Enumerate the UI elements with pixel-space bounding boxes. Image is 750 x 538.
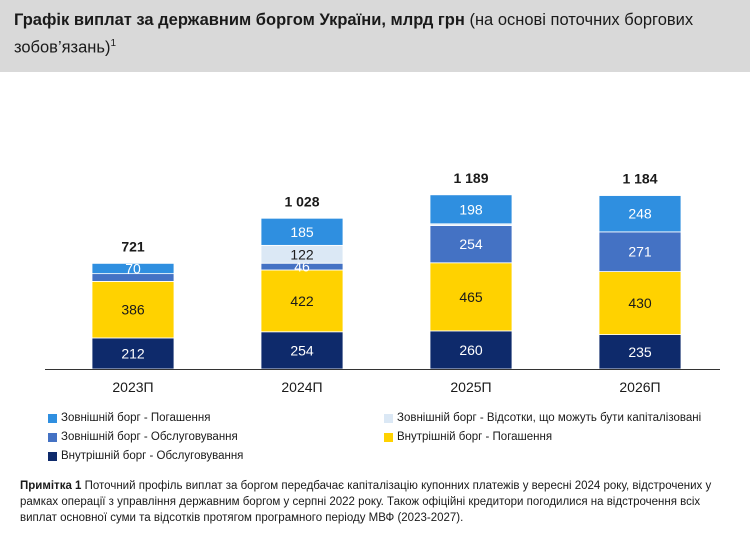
total-label: 1 189 xyxy=(453,170,488,186)
data-label: 70 xyxy=(125,261,141,277)
data-label: 386 xyxy=(121,302,145,318)
bar-segment xyxy=(429,330,513,370)
legend-label: Внутрішній борг - Обслуговування xyxy=(61,450,244,462)
total-label: 721 xyxy=(121,238,145,254)
legend-item: Зовнішній борг - Відсотки, що можуть бут… xyxy=(384,412,701,424)
legend-swatch xyxy=(48,451,57,461)
legend-swatch xyxy=(48,432,57,442)
legend-label: Внутрішній борг - Погашення xyxy=(397,431,553,443)
total-label: 1 028 xyxy=(284,193,319,209)
footnote: Примітка 1 Поточний профіль виплат за бо… xyxy=(20,478,735,526)
x-tick-label: 2026П xyxy=(619,379,660,395)
bar-segment xyxy=(598,334,682,370)
legend-item: Внутрішній борг - Обслуговування xyxy=(48,450,243,462)
x-tick-label: 2023П xyxy=(112,379,153,395)
data-label: 254 xyxy=(290,342,314,358)
legend-label: Зовнішній борг - Відсотки, що можуть бут… xyxy=(397,412,702,424)
legend-swatch xyxy=(384,413,393,423)
legend-swatch xyxy=(384,432,393,442)
data-label: 235 xyxy=(628,344,652,360)
data-label: 198 xyxy=(459,201,483,217)
legend-item: Зовнішній борг - Обслуговування xyxy=(48,431,238,443)
chart-title: Графік виплат за державним боргом Україн… xyxy=(14,8,734,60)
data-label: 185 xyxy=(290,224,314,240)
bar-segment xyxy=(91,262,175,275)
bar-segment xyxy=(598,195,682,233)
title-banner xyxy=(0,0,750,72)
bar-segment xyxy=(429,194,513,225)
chart-title-bold: Графік виплат за державним боргом Україн… xyxy=(14,11,465,29)
legend-label: Зовнішній борг - Обслуговування xyxy=(61,431,238,443)
bar-segment xyxy=(91,280,175,339)
data-label: 422 xyxy=(290,293,314,309)
data-label: 254 xyxy=(459,236,483,252)
data-label: 271 xyxy=(628,244,652,260)
bar-segment xyxy=(429,225,513,264)
legend-item: Внутрішній борг - Погашення xyxy=(384,431,552,443)
bar-segment xyxy=(260,269,344,333)
chart-title-normal: (на основі поточних боргових зобов’язань… xyxy=(14,11,694,57)
data-label: 122 xyxy=(290,246,314,262)
legend-swatch xyxy=(48,413,57,423)
data-label: 465 xyxy=(459,289,483,305)
footnote-marker: 1 xyxy=(110,38,117,49)
footnote-label: Примітка 1 xyxy=(20,480,82,492)
bar-segment xyxy=(260,217,344,246)
x-tick-label: 2024П xyxy=(281,379,322,395)
total-label: 1 184 xyxy=(622,171,657,187)
data-label: 260 xyxy=(459,342,483,358)
footnote-text: Поточний профіль виплат за боргом передб… xyxy=(20,480,712,524)
data-label: 430 xyxy=(628,295,652,311)
legend-label: Зовнішній борг - Погашення xyxy=(61,412,211,424)
legend-item: Зовнішній борг - Погашення xyxy=(48,412,210,424)
bar-segment xyxy=(429,262,513,332)
data-label: 248 xyxy=(628,206,652,222)
data-label: 212 xyxy=(121,345,145,361)
x-tick-label: 2025П xyxy=(450,379,491,395)
bar-segment xyxy=(598,271,682,335)
